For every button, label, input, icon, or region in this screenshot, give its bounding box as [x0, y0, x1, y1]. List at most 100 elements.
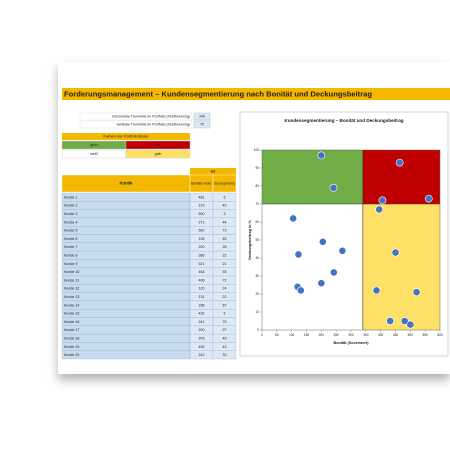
cell-text: 49 [223, 337, 227, 341]
setting-cell [79, 120, 193, 129]
table-cell [61, 333, 191, 343]
title: Forderungsmanagement – Kundensegmentieru… [64, 90, 372, 99]
x-axis-label: Bonität (Scorewert) [333, 341, 369, 345]
cell-text: 432 [199, 312, 205, 316]
x-tick-label: 50 [275, 333, 279, 337]
cell-text: Kunde 8 [64, 254, 77, 258]
point [317, 279, 326, 288]
cell-text: 22 [223, 295, 227, 299]
x-tick-label: 350 [363, 333, 369, 337]
color-label: weiß [90, 152, 98, 156]
table-cell [61, 267, 191, 277]
cell-text: Kunde 18 [64, 337, 79, 341]
table-cell [61, 284, 191, 293]
cell-text: 105 [199, 237, 205, 241]
table-cell [61, 317, 191, 326]
cell-text: Kunde 13 [64, 295, 79, 299]
cell-text: 406 [199, 278, 205, 282]
y-axis-label: Deckungsbeitrag in % [248, 220, 252, 260]
y-tick-label: 40 [255, 256, 259, 260]
chart-title: Kundensegmentierung – Bonität und Deckun… [284, 118, 403, 123]
quadrant [362, 204, 440, 330]
point [400, 317, 409, 325]
cell-text: Kunde 7 [64, 245, 77, 249]
cell-text: 500 [199, 212, 205, 216]
y-tick-label: 20 [255, 292, 259, 296]
color-label: grün [90, 143, 97, 147]
x-tick-label: 300 [348, 333, 354, 337]
cell-text: Kunde 5 [64, 229, 77, 233]
cell-text: Kunde 11 [64, 278, 79, 282]
cell-text: Kunde 14 [64, 303, 79, 307]
cell-text: 131 [199, 295, 205, 299]
point [318, 237, 327, 246]
quadrant [262, 150, 363, 204]
quadrant [262, 204, 363, 330]
point [386, 317, 395, 325]
cell-text: 62 [223, 237, 227, 241]
x-tick-label: 400 [378, 333, 384, 337]
x-tick-label: 0 [261, 333, 263, 337]
column-header [212, 174, 237, 193]
y-tick-label: 90 [255, 166, 259, 170]
y-tick-label: 100 [254, 148, 260, 152]
cell-text: 72 [223, 278, 227, 282]
cell-text: Kunde 17 [64, 328, 79, 332]
cell-text: 3 [224, 212, 226, 216]
table-cell [61, 292, 191, 302]
point [406, 320, 415, 329]
table-cell [61, 300, 191, 310]
y-tick-label: 80 [255, 184, 259, 188]
point [378, 196, 387, 205]
cell-text: Kunde 15 [64, 312, 79, 316]
point [329, 183, 338, 192]
point [424, 194, 433, 203]
table-cell [61, 309, 191, 318]
cell-text: 67 [223, 303, 227, 307]
setting-label: horizontale Trennlinie im Portfolio (Fel… [112, 115, 190, 119]
cell-text: 271 [199, 220, 205, 224]
setting-value-cell [193, 112, 211, 121]
x-tick-label: 500 [408, 333, 414, 337]
cell-text: Kunde 16 [64, 320, 79, 324]
point [338, 246, 347, 255]
cell-text: Kunde 6 [64, 237, 77, 241]
cell-text: 44 [223, 220, 227, 224]
y-tick-label: 50 [255, 238, 259, 242]
cell-text: 22 [223, 254, 227, 258]
point [395, 158, 404, 167]
cell-text: 450 [199, 345, 205, 349]
cell-text: Kunde 20 [64, 353, 79, 357]
color-label: gelb [155, 152, 162, 156]
cell-text: 24 [223, 287, 227, 291]
column-label: Deckungs-beitrag [214, 181, 235, 185]
cell-text: Kunde 10 [64, 270, 79, 274]
cell-text: Kunde 3 [64, 212, 77, 216]
quadrant [362, 150, 440, 204]
cell-text: 21 [223, 262, 227, 266]
y-tick-label: 70 [255, 202, 259, 206]
y-tick-label: 10 [255, 310, 259, 314]
y-tick-label: 30 [255, 274, 259, 278]
y-tick-label: 60 [255, 220, 259, 224]
x-tick-label: 250 [334, 333, 340, 337]
cell-text: 79 [223, 320, 227, 324]
x-tick-label: 450 [393, 333, 399, 337]
point [296, 286, 305, 295]
cell-text: 241 [199, 320, 205, 324]
point [317, 151, 326, 160]
cell-text: 562 [199, 229, 205, 233]
table-cell [61, 259, 191, 268]
cell-text: 43 [223, 345, 227, 349]
table-cell [61, 325, 191, 335]
cell-text: Kunde 4 [64, 220, 77, 224]
cell-text: 97 [223, 328, 227, 332]
colors-header [62, 133, 190, 140]
cell-text: Kunde 9 [64, 262, 77, 266]
color-label: rot [156, 143, 160, 147]
table-cell [61, 209, 191, 219]
table-cell [212, 350, 237, 360]
group-header [190, 168, 236, 175]
table-cell [61, 275, 191, 285]
y-tick-label: 0 [257, 328, 259, 332]
